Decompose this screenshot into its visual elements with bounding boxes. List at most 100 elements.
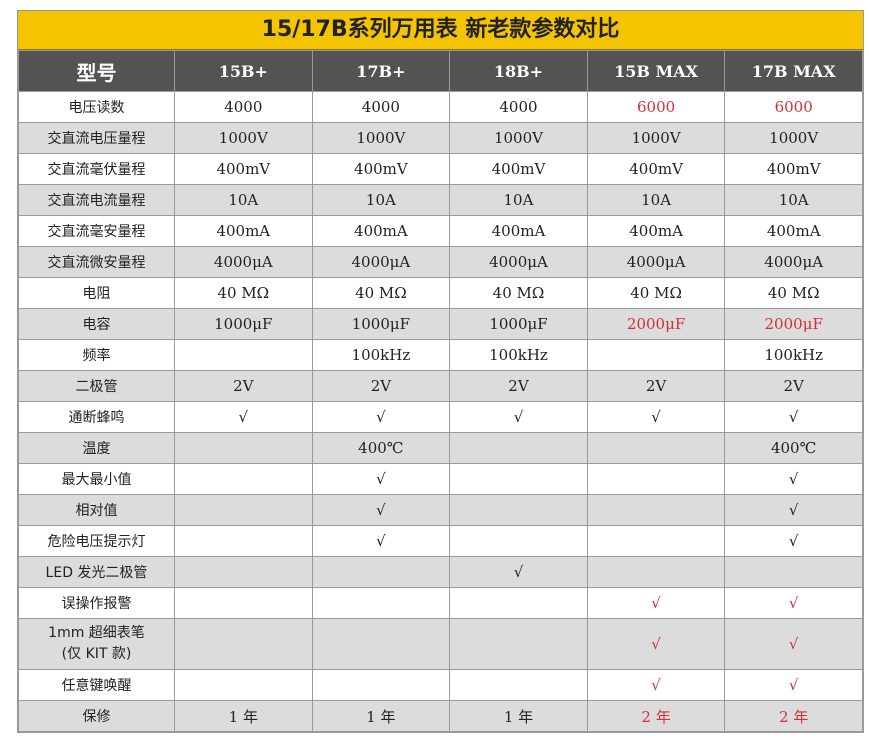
table-row: 任意键唤醒 √ √	[18, 669, 863, 701]
table-cell: 4000μA	[311, 246, 451, 278]
table-cell: 2V	[586, 370, 726, 402]
table-cell: 100kHz	[449, 339, 588, 371]
table-cell: √	[724, 618, 863, 670]
table-cell	[174, 669, 313, 701]
table-cell: √	[311, 463, 451, 495]
table-row: 电压读数 4000 4000 4000 6000 6000	[18, 91, 863, 123]
row-label: 频率	[18, 339, 175, 371]
table-cell: 4000	[449, 91, 588, 123]
table-cell: 2 年	[586, 700, 726, 732]
table-cell: 4000	[174, 91, 313, 123]
table-cell	[586, 494, 726, 526]
table-cell: 1000μF	[311, 308, 451, 340]
table-cell: 6000	[586, 91, 726, 123]
table-row: 电阻 40 MΩ 40 MΩ 40 MΩ 40 MΩ 40 MΩ	[18, 277, 863, 309]
table-row: 交直流电压量程 1000V 1000V 1000V 1000V 1000V	[18, 122, 863, 154]
table-cell	[174, 556, 313, 588]
table-cell: 400℃	[311, 432, 451, 464]
table-row: 温度 400℃ 400℃	[18, 432, 863, 464]
table-cell: √	[586, 401, 726, 433]
row-label: 1mm 超细表笔 (仅 KIT 款)	[18, 618, 175, 670]
header-column: 17B MAX	[724, 50, 863, 92]
row-label: 最大最小值	[18, 463, 175, 495]
table-cell: 4000μA	[174, 246, 313, 278]
table-cell: 1 年	[449, 700, 588, 732]
table-cell: √	[724, 494, 863, 526]
table-cell: √	[311, 525, 451, 557]
table-cell	[311, 587, 451, 619]
table-cell	[586, 525, 726, 557]
row-label: 交直流电流量程	[18, 184, 175, 216]
table-cell: 6000	[724, 91, 863, 123]
table-cell: 1000V	[586, 122, 726, 154]
table-cell: √	[174, 401, 313, 433]
table-cell: 1000V	[311, 122, 451, 154]
table-row: 交直流微安量程 4000μA 4000μA 4000μA 4000μA 4000μA	[18, 246, 863, 278]
table-row: 频率 100kHz 100kHz 100kHz	[18, 339, 863, 371]
table-cell: 400mA	[449, 215, 588, 247]
header-row: 型号 15B+ 17B+ 18B+ 15B MAX 17B MAX	[18, 50, 863, 92]
table-cell: 100kHz	[724, 339, 863, 371]
row-label: LED 发光二极管	[18, 556, 175, 588]
table-cell: √	[449, 556, 588, 588]
table-cell: 4000	[311, 91, 451, 123]
table-cell	[311, 556, 451, 588]
header-column: 15B+	[174, 50, 313, 92]
table-cell: 400mV	[174, 153, 313, 185]
table-cell: √	[586, 587, 726, 619]
row-label: 误操作报警	[18, 587, 175, 619]
row-label: 电压读数	[18, 91, 175, 123]
table-cell	[174, 587, 313, 619]
table-cell	[174, 339, 313, 371]
table-cell	[724, 556, 863, 588]
table-cell	[449, 494, 588, 526]
row-label: 电阻	[18, 277, 175, 309]
table-cell: 40 MΩ	[724, 277, 863, 309]
table-cell: 10A	[174, 184, 313, 216]
table-cell: √	[724, 669, 863, 701]
table-row: 危险电压提示灯 √ √	[18, 525, 863, 557]
table-cell: 100kHz	[311, 339, 451, 371]
table-cell: 10A	[449, 184, 588, 216]
table-row: 通断蜂鸣 √ √ √ √ √	[18, 401, 863, 433]
table-cell	[174, 525, 313, 557]
table-cell	[449, 463, 588, 495]
table-cell: 1000V	[724, 122, 863, 154]
row-label: 通断蜂鸣	[18, 401, 175, 433]
table-cell	[449, 587, 588, 619]
row-label: 二极管	[18, 370, 175, 402]
table-cell	[586, 463, 726, 495]
table-row: 交直流电流量程 10A 10A 10A 10A 10A	[18, 184, 863, 216]
table-cell: 1000μF	[449, 308, 588, 340]
table-cell	[449, 432, 588, 464]
header-column: 17B+	[311, 50, 451, 92]
table-cell	[174, 618, 313, 670]
header-column: 18B+	[449, 50, 588, 92]
table-cell: √	[724, 525, 863, 557]
table-cell: √	[311, 401, 451, 433]
table-row: 交直流毫安量程 400mA 400mA 400mA 400mA 400mA	[18, 215, 863, 247]
comparison-table: 型号 15B+ 17B+ 18B+ 15B MAX 17B MAX 电压读数 4000 400…	[18, 50, 863, 732]
table-cell: 400mA	[174, 215, 313, 247]
table-cell: 4000μA	[449, 246, 588, 278]
table-cell: 4000μA	[724, 246, 863, 278]
header-column: 15B MAX	[586, 50, 726, 92]
row-label: 交直流微安量程	[18, 246, 175, 278]
table-cell: 2V	[724, 370, 863, 402]
table-cell	[449, 669, 588, 701]
table-cell: 10A	[724, 184, 863, 216]
table-cell: √	[449, 401, 588, 433]
row-label: 交直流电压量程	[18, 122, 175, 154]
table-cell: 2V	[449, 370, 588, 402]
table-cell	[449, 525, 588, 557]
table-cell: 400mA	[311, 215, 451, 247]
table-cell: 2000μF	[586, 308, 726, 340]
table-cell	[449, 618, 588, 670]
table-cell: 2000μF	[724, 308, 863, 340]
table-cell	[586, 556, 726, 588]
table-cell: 400mA	[586, 215, 726, 247]
table-row: LED 发光二极管 √	[18, 556, 863, 588]
table-cell	[311, 669, 451, 701]
table-cell	[174, 463, 313, 495]
row-label: 保修	[18, 700, 175, 732]
